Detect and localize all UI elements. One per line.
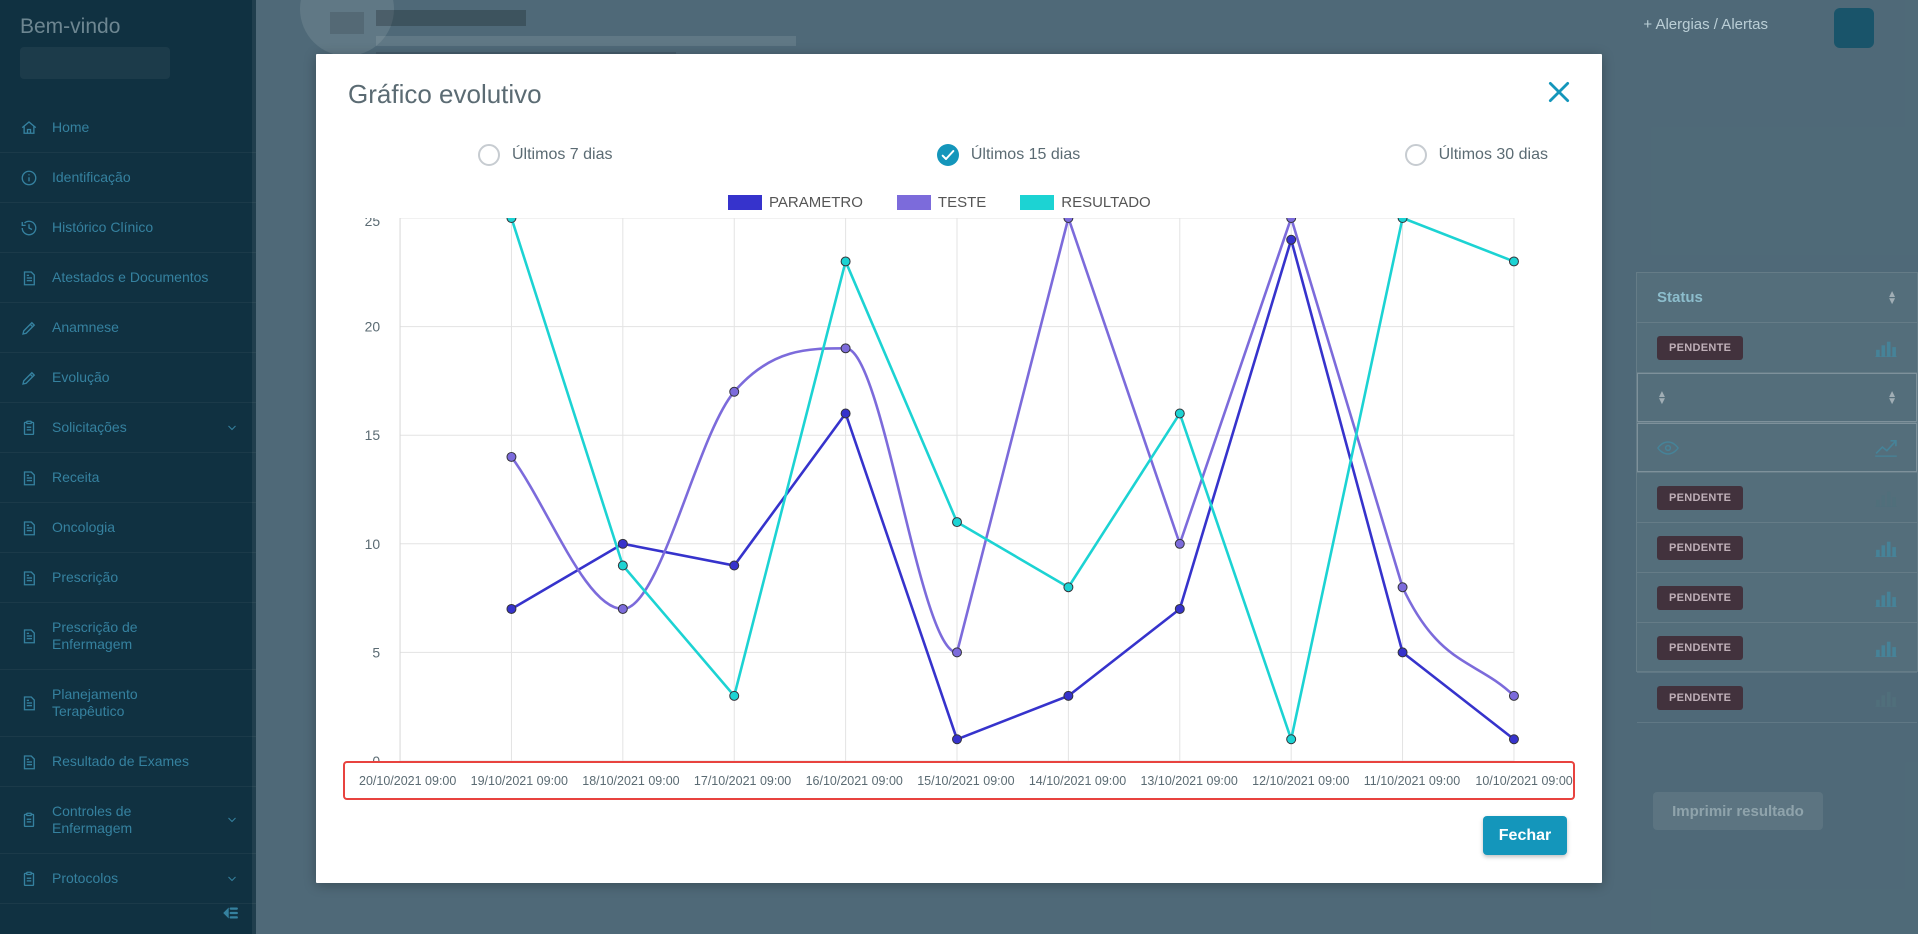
svg-text:0: 0 [372,753,380,761]
svg-text:15: 15 [365,427,381,443]
svg-text:20: 20 [365,319,381,335]
svg-text:10: 10 [365,536,381,552]
svg-text:5: 5 [372,644,380,660]
svg-text:25: 25 [365,218,381,229]
